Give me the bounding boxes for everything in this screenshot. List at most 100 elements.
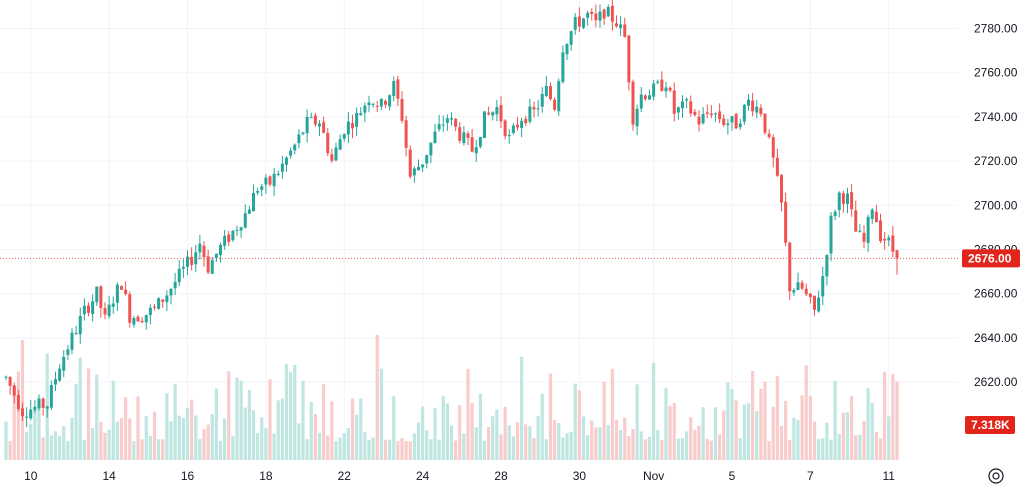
candle: [25, 407, 29, 428]
x-tick-label: 24: [416, 469, 430, 483]
y-tick-label: 2660.00: [974, 287, 1018, 301]
volume-bar: [388, 439, 392, 460]
candle: [569, 30, 573, 51]
candle: [590, 8, 594, 21]
volume-bar: [788, 439, 792, 460]
candle: [417, 159, 420, 171]
candle: [549, 82, 552, 101]
price-axis[interactable]: 2620.002640.002660.002680.002700.002720.…: [974, 22, 1018, 390]
volume-bar: [383, 439, 388, 460]
x-tick-label: 7: [807, 469, 814, 483]
volume-bar: [854, 435, 858, 460]
volume-bar: [569, 431, 573, 460]
volume-bar: [305, 439, 309, 460]
candle: [837, 191, 841, 218]
candle: [738, 118, 742, 131]
volume-bar: [821, 437, 825, 460]
candle: [62, 350, 66, 378]
candle: [627, 34, 631, 91]
y-tick-label: 2780.00: [974, 22, 1018, 36]
volume-bar: [668, 405, 672, 460]
candle: [223, 229, 227, 250]
volume-bar: [445, 403, 449, 460]
candle: [780, 174, 783, 212]
volume-bar: [78, 357, 82, 460]
volume-bar: [672, 402, 676, 460]
volume-bar: [565, 433, 569, 460]
volume-bar: [161, 439, 165, 460]
volume-bar: [643, 439, 647, 460]
candle: [606, 4, 610, 17]
candle: [297, 129, 301, 149]
volume-bar: [656, 429, 660, 460]
candlesticks: [4, 0, 899, 428]
candle: [107, 295, 111, 319]
candle: [54, 371, 57, 392]
volume-bar: [148, 436, 152, 460]
volume-bar: [474, 427, 478, 460]
volume-bar: [136, 396, 140, 460]
settings-gear-icon[interactable]: [988, 468, 1004, 484]
volume-bar: [371, 437, 375, 460]
volume-bar: [132, 441, 136, 460]
volume-bar: [124, 397, 128, 460]
volume-bar: [470, 403, 474, 460]
volume-bar: [272, 433, 276, 460]
volume-bar: [478, 393, 482, 460]
candle: [487, 106, 491, 116]
candle: [157, 297, 161, 310]
volume-bar: [206, 424, 210, 460]
volume-bar: [454, 440, 458, 460]
candle: [874, 204, 878, 223]
candle: [784, 192, 788, 247]
candle: [821, 266, 825, 306]
candle: [689, 95, 693, 117]
candle: [243, 204, 247, 229]
volume-bar: [379, 368, 383, 460]
candle: [540, 87, 544, 113]
candle: [561, 45, 565, 84]
candle: [120, 285, 123, 291]
volume-bar: [544, 439, 548, 460]
volume-bar: [866, 388, 870, 460]
volume-bar: [804, 365, 808, 460]
candle: [384, 99, 387, 109]
x-tick-label: 16: [181, 469, 195, 483]
volume-bar: [878, 438, 883, 460]
time-axis[interactable]: 10 14 16 18 22 24 28 30 Nov 5 7 11: [24, 469, 895, 483]
volume-bar: [693, 429, 697, 460]
volume-bar: [425, 430, 429, 460]
volume-bar: [190, 399, 194, 460]
candle: [639, 86, 643, 113]
candle: [458, 122, 462, 144]
volume-bar: [557, 422, 561, 460]
volume-bar: [198, 439, 202, 460]
candle: [685, 97, 689, 109]
candle: [792, 288, 796, 296]
candle: [623, 17, 627, 38]
candle: [763, 113, 767, 135]
candle: [499, 96, 503, 129]
candle: [313, 112, 317, 127]
candle: [280, 155, 284, 179]
candle: [544, 76, 548, 98]
volume-bar: [685, 431, 689, 460]
candle: [186, 250, 189, 276]
candle: [813, 295, 816, 316]
volume-bar: [334, 441, 338, 460]
candle: [264, 173, 268, 194]
volume-bar: [91, 428, 95, 460]
candle: [33, 400, 37, 413]
volume-bar: [317, 432, 322, 460]
candle: [879, 213, 882, 244]
volume-bar: [400, 437, 404, 460]
candle: [528, 98, 532, 124]
volume-bar: [152, 411, 157, 460]
candle: [532, 101, 536, 118]
candle: [342, 133, 346, 142]
candle: [619, 16, 623, 36]
candle: [520, 117, 524, 138]
candle: [441, 115, 445, 132]
